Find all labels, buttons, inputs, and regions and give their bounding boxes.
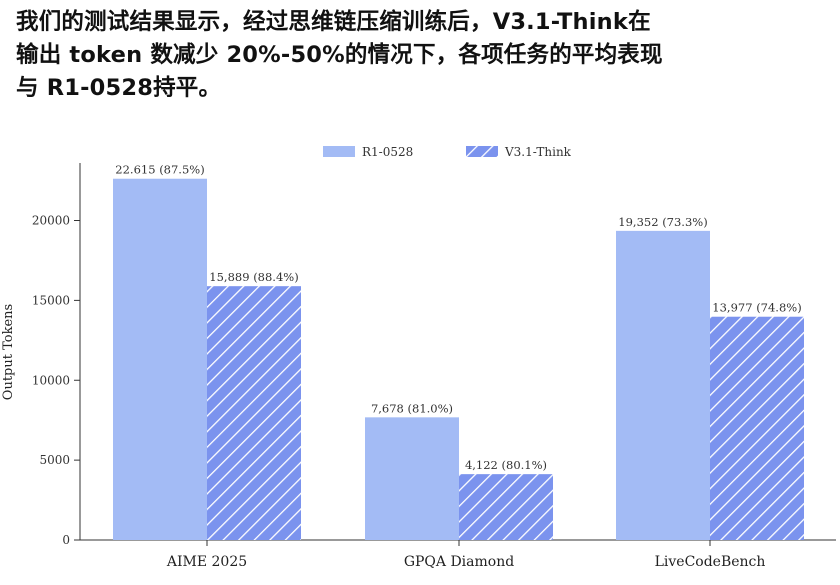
headline-line-3: 与 R1-0528持平。	[16, 75, 222, 101]
y-tick-label: 0	[62, 533, 70, 547]
bar-value-label: 15,889 (88.4%)	[209, 270, 298, 284]
headline-line-1: 我们的测试结果显示，经过思维链压缩训练后，V3.1-Think在	[16, 9, 651, 35]
bar-r1-0528-2	[616, 230, 710, 540]
legend-label-r1-0528: R1-0528	[362, 145, 413, 159]
legend: R1-0528 V3.1-Think	[323, 145, 572, 159]
bar-labels: 22.615 (87.5%) 15,889 (88.4%) 7,678 (81.0%…	[115, 163, 801, 472]
headline-line-2: 输出 token 数减少 20%-50%的情况下，各项任务的平均表现	[16, 42, 663, 68]
legend-swatch-r1-0528	[323, 146, 355, 157]
bar-value-label: 19,352 (73.3%)	[618, 215, 707, 229]
bar-v3-1-think-2	[710, 316, 804, 540]
x-tick-label: LiveCodeBench	[655, 554, 766, 570]
x-ticks: AIME 2025 GPQA Diamond LiveCodeBench	[166, 540, 766, 570]
y-tick-label: 10000	[32, 373, 70, 387]
x-tick-label: AIME 2025	[166, 554, 247, 570]
headline: 我们的测试结果显示，经过思维链压缩训练后，V3.1-Think在 输出 toke…	[16, 6, 831, 105]
legend-swatch-v3-1-think	[466, 146, 498, 157]
y-tick-label: 15000	[32, 293, 70, 307]
y-tick-label: 20000	[32, 214, 70, 228]
legend-label-v3-1-think: V3.1-Think	[504, 145, 572, 159]
y-axis-label: Output Tokens	[1, 304, 16, 400]
bar-r1-0528-1	[365, 417, 459, 540]
bar-value-label: 13,977 (74.8%)	[712, 301, 801, 315]
x-tick-label: GPQA Diamond	[404, 554, 514, 570]
y-tick-label: 5000	[39, 453, 70, 467]
bar-r1-0528-0	[113, 178, 207, 540]
y-ticks: 0 5000 10000 15000 20000	[32, 214, 80, 547]
bar-v3-1-think-0	[207, 286, 301, 540]
bar-value-label: 4,122 (80.1%)	[465, 458, 547, 472]
bars	[113, 178, 804, 540]
bar-v3-1-think-1	[459, 474, 553, 540]
bar-value-label: 7,678 (81.0%)	[371, 401, 453, 415]
bar-value-label: 22.615 (87.5%)	[115, 163, 204, 177]
